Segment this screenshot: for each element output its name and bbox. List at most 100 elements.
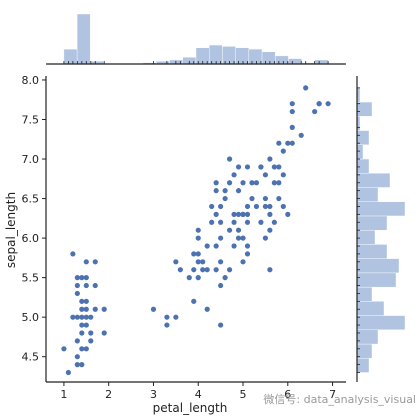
scatter-point	[240, 211, 246, 217]
x-tick-label: 7	[329, 388, 336, 401]
scatter-point	[258, 219, 264, 225]
scatter-point	[235, 227, 242, 233]
scatter-point	[74, 290, 80, 297]
scatter-point	[195, 275, 201, 281]
scatter-point	[244, 203, 251, 210]
scatter-point	[325, 101, 331, 107]
scatter-point	[209, 219, 215, 225]
scatter-point	[289, 140, 295, 146]
x-tick-label: 4	[195, 388, 202, 401]
scatter-plot-area: 1 2 3 4 5 6 7 4.5 5.0 5.5 6.0 6.5 7.0 7.5 8.0	[22, 74, 346, 401]
scatter-point	[65, 369, 71, 376]
top-hist-bar	[288, 58, 302, 65]
scatter-point	[222, 188, 228, 194]
right-hist-bar	[356, 315, 406, 331]
top-hist-bar	[248, 48, 263, 65]
scatter-point	[83, 298, 89, 304]
right-hist-bar	[356, 301, 385, 316]
scatter-point	[235, 235, 242, 241]
right-hist-bar	[356, 215, 388, 231]
scatter-point	[222, 195, 228, 202]
scatter-point	[164, 322, 170, 328]
scatter-point	[209, 203, 215, 210]
y-tick-label: 5.0	[22, 311, 40, 324]
x-tick-label: 2	[105, 388, 112, 401]
y-tick-label: 6.0	[22, 232, 40, 245]
scatter-point	[267, 203, 273, 210]
scatter-point	[258, 164, 264, 170]
scatter-point	[213, 211, 219, 217]
scatter-point	[218, 235, 224, 241]
scatter-point	[74, 282, 80, 289]
scatter-point	[303, 85, 309, 91]
scatter-point	[79, 330, 85, 336]
scatter-point	[92, 306, 98, 312]
scatter-point	[61, 346, 67, 352]
scatter-point	[285, 211, 291, 217]
scatter-point	[244, 251, 251, 257]
scatter-point	[253, 203, 260, 210]
scatter-point	[226, 180, 233, 186]
scatter-point	[253, 180, 260, 186]
scatter-point	[83, 275, 89, 281]
scatter-point	[271, 219, 277, 225]
right-hist-bar	[356, 173, 391, 188]
scatter-point	[83, 282, 89, 289]
scatter-point	[218, 203, 224, 210]
scatter-point	[200, 267, 206, 273]
scatter-point	[312, 108, 318, 115]
scatter-point	[74, 354, 80, 360]
scatter-point	[173, 314, 179, 320]
scatter-point	[280, 203, 286, 210]
scatter-point	[79, 306, 85, 312]
scatter-point	[74, 275, 80, 281]
scatter-point	[271, 164, 277, 170]
scatter-point	[204, 243, 210, 249]
right-hist-bar	[356, 329, 379, 345]
top-hist-bar	[222, 46, 236, 65]
scatter-point	[222, 275, 228, 281]
scatter-point	[280, 172, 286, 178]
x-tick-label: 1	[60, 388, 67, 401]
x-axis-label: petal_length	[153, 401, 228, 415]
right-hist-bar	[356, 101, 373, 117]
scatter-point	[83, 306, 89, 312]
scatter-point	[191, 251, 197, 257]
scatter-point	[249, 195, 255, 202]
scatter-point	[92, 282, 98, 289]
scatter-point	[276, 180, 282, 186]
scatter-point	[186, 275, 192, 281]
scatter-point	[74, 362, 80, 368]
scatter-point	[244, 219, 251, 225]
top-hist-bar	[235, 47, 250, 65]
scatter-point	[262, 195, 269, 202]
scatter-point	[83, 322, 89, 328]
right-hist-bar	[356, 229, 376, 245]
right-hist-bar	[356, 201, 406, 217]
scatter-point	[267, 156, 273, 162]
scatter-point	[213, 243, 219, 249]
scatter-point	[289, 124, 295, 130]
right-hist-bar	[356, 272, 397, 288]
scatter-point	[83, 346, 89, 352]
scatter-point	[231, 219, 237, 225]
scatter-point	[244, 164, 251, 170]
scatter-point	[218, 282, 224, 289]
scatter-point	[150, 306, 157, 312]
top-hist-bar	[76, 13, 91, 65]
scatter-point	[195, 227, 201, 233]
scatter-point	[276, 164, 282, 170]
scatter-point	[200, 259, 206, 265]
scatter-point	[218, 219, 224, 225]
scatter-point	[79, 322, 85, 328]
scatter-point	[191, 298, 197, 304]
right-hist-bar	[356, 158, 370, 174]
scatter-point	[289, 108, 295, 115]
watermark-text: 微信号: data_analysis_visual	[263, 392, 416, 406]
scatter-point	[74, 314, 80, 320]
scatter-point	[289, 101, 295, 107]
scatter-point	[262, 235, 269, 241]
scatter-point	[244, 243, 251, 249]
top-hist-bar	[63, 48, 78, 65]
